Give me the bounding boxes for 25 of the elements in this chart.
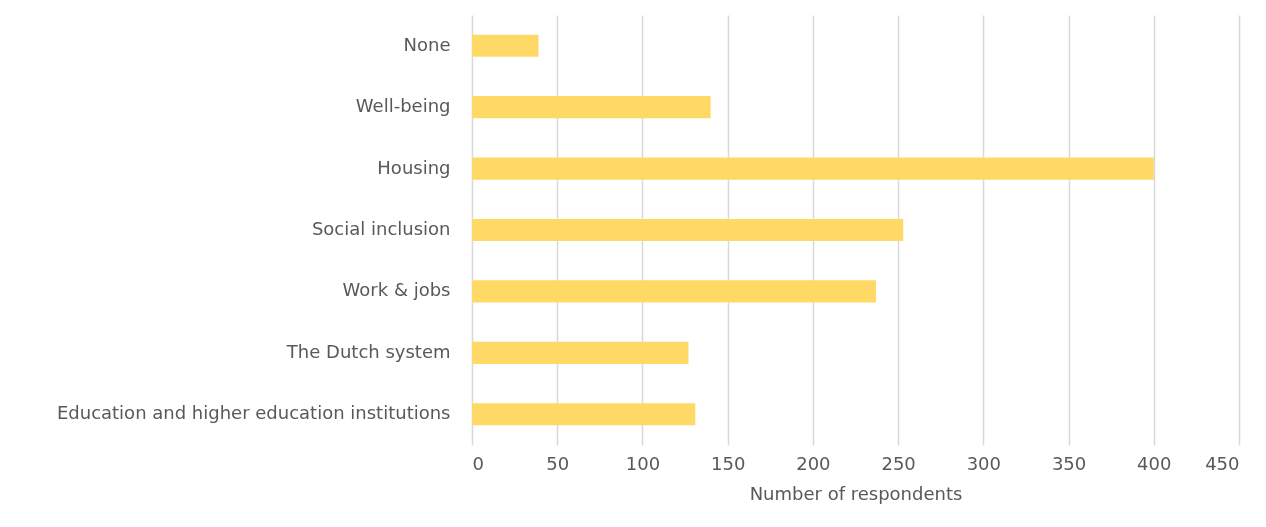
- x-tick-label: 300: [966, 452, 1002, 474]
- y-tick-label: Education and higher education institutions: [56, 402, 451, 424]
- y-tick-label: Well-being: [355, 95, 451, 117]
- bar: [472, 34, 539, 57]
- x-tick-label: 0: [472, 452, 484, 474]
- y-tick-label: Social inclusion: [311, 218, 451, 239]
- bar: [472, 341, 689, 364]
- y-tick-label: Work & jobs: [342, 279, 451, 301]
- y-tick-label: The Dutch system: [285, 340, 451, 362]
- x-tick-label: 100: [625, 452, 661, 474]
- x-tick-label: 450: [1205, 452, 1240, 474]
- x-tick-label: 50: [546, 452, 570, 474]
- x-axis-title: Number of respondents: [749, 482, 963, 504]
- bar: [472, 403, 696, 426]
- bar: [472, 280, 876, 303]
- x-tick-label: 400: [1137, 452, 1172, 474]
- x-tick-label: 250: [881, 452, 916, 474]
- bar: [472, 218, 904, 242]
- x-tick-label: 150: [710, 452, 746, 474]
- bar: [472, 96, 711, 119]
- x-tick-label: 350: [1051, 452, 1087, 474]
- y-tick-label: None: [403, 33, 451, 55]
- bar: [472, 157, 1154, 180]
- x-tick-label: 200: [796, 452, 831, 474]
- y-tick-label: Housing: [377, 156, 451, 178]
